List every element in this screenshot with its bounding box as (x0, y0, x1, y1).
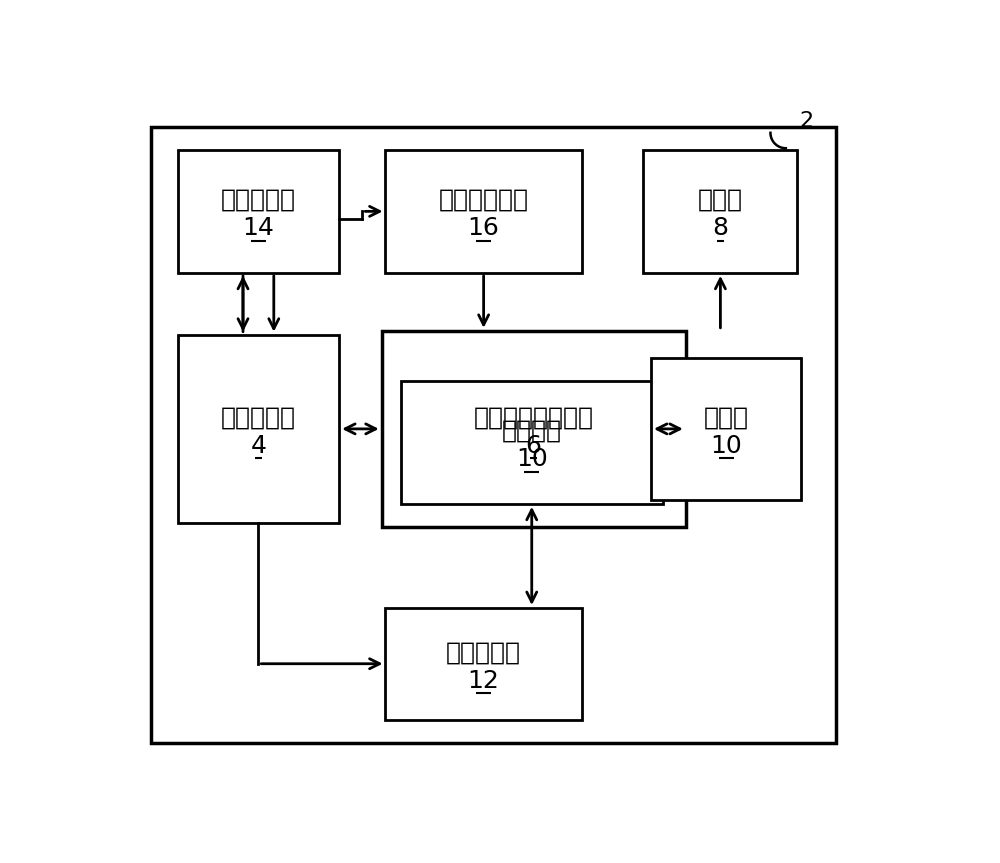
Bar (401, 381, 663, 504)
Bar (382, 331, 686, 527)
Text: 4: 4 (250, 434, 266, 458)
Bar (643, 150, 797, 273)
Bar (651, 357, 801, 501)
Text: 装置存储器: 装置存储器 (446, 640, 521, 665)
Text: 通用图形处理单元: 通用图形处理单元 (474, 406, 594, 429)
Bar (151, 127, 836, 743)
Text: 用户输入装置: 用户输入装置 (439, 188, 529, 211)
Text: 8: 8 (712, 217, 728, 240)
Text: 14: 14 (242, 217, 274, 240)
Text: 显示器: 显示器 (698, 188, 743, 211)
Bar (385, 608, 582, 720)
Text: 主机处理器: 主机处理器 (221, 406, 296, 429)
Text: 10: 10 (516, 447, 548, 471)
Text: 6: 6 (526, 434, 542, 458)
Text: 16: 16 (468, 217, 500, 240)
Text: 扬声器: 扬声器 (704, 406, 749, 429)
Text: 2: 2 (800, 111, 814, 131)
Text: 10: 10 (710, 434, 742, 458)
Text: 收发器模块: 收发器模块 (221, 188, 296, 211)
Text: 处理管线: 处理管线 (502, 419, 562, 443)
Bar (178, 335, 339, 523)
Bar (385, 150, 582, 273)
Bar (178, 150, 339, 273)
Text: 12: 12 (468, 669, 500, 693)
